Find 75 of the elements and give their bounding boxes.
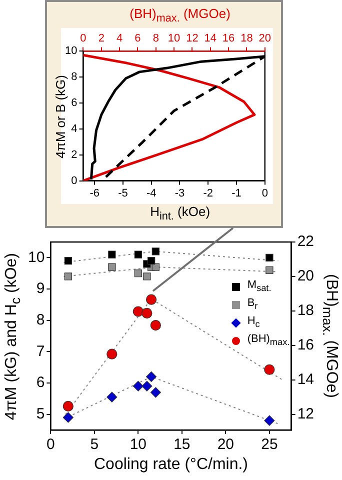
point: [152, 248, 160, 256]
point: [134, 250, 142, 258]
point: [146, 294, 157, 305]
point: [266, 254, 274, 262]
x2-tick-label: 4: [116, 32, 123, 45]
legend-label: (BH)$_{max.}$: [247, 332, 290, 350]
point: [264, 364, 275, 375]
y2-tick-label: 22: [297, 233, 314, 250]
point: [132, 380, 144, 392]
y-tick-label: 6: [36, 374, 45, 392]
point: [64, 256, 72, 265]
x2-axis-title: (BH)$_{max.}$ (MGOe): [130, 6, 230, 25]
point: [150, 387, 161, 398]
point: [150, 320, 161, 331]
point: [264, 415, 275, 426]
y-tick-label: 4: [71, 122, 78, 135]
y-tick-label: 7: [36, 342, 45, 360]
x-tick-label: 20: [217, 436, 234, 454]
point: [108, 263, 116, 271]
point: [146, 371, 157, 382]
y-tick-label: 2: [71, 148, 78, 161]
x-tick-label: -5: [118, 187, 128, 200]
x-tick-label: -6: [90, 187, 100, 200]
x2-tick-label: 20: [258, 32, 272, 45]
x-tick-label: 0: [262, 187, 268, 200]
point: [62, 412, 74, 423]
x2-tick-label: 6: [134, 32, 141, 45]
x-tick-label: 10: [130, 436, 147, 454]
y-tick-label: 0: [71, 174, 78, 187]
point: [62, 400, 74, 412]
point: [106, 392, 118, 402]
y-tick-label: 8: [71, 71, 78, 84]
x2-tick-label: 10: [168, 32, 180, 45]
x-tick-label: 25: [261, 436, 278, 454]
y2-tick-label: 12: [297, 406, 314, 423]
x-tick-label: -1: [232, 187, 242, 200]
y2-tick-label: 16: [297, 336, 314, 354]
point: [134, 270, 142, 278]
x-tick-label: 5: [90, 436, 99, 454]
x2-tick-label: 0: [80, 32, 86, 45]
point: [147, 256, 156, 265]
x2-tick-label: 18: [240, 32, 253, 45]
x-axis-title: Cooling rate (°C/min.): [94, 456, 248, 474]
legend-label: B$_{r}$: [247, 296, 258, 313]
y-tick-label: 6: [71, 97, 78, 110]
point: [106, 348, 118, 360]
point: [143, 272, 151, 280]
x2-tick-label: 2: [98, 32, 104, 45]
x2-tick-label: 16: [222, 32, 235, 45]
x-tick-label: -2: [203, 187, 214, 200]
y-tick-label: 10: [64, 45, 78, 58]
y-tick-label: 5: [36, 405, 45, 422]
y-tick-label: 9: [36, 280, 45, 298]
x-axis-title: H$_{int.}$ (kOe): [150, 204, 210, 223]
y2-tick-label: 20: [297, 268, 314, 285]
x-tick-label: 15: [174, 436, 190, 454]
point: [64, 272, 72, 280]
point: [132, 306, 144, 317]
point: [142, 308, 152, 319]
x-tick-label: -4: [146, 187, 156, 200]
y2-tick-label: 14: [297, 371, 314, 388]
point: [266, 266, 274, 274]
x2-tick-label: 8: [152, 32, 159, 45]
point: [142, 380, 152, 392]
legend-label: H$_{c}$: [247, 314, 260, 332]
x2-tick-label: 12: [186, 32, 198, 45]
point: [108, 250, 116, 258]
y2-tick-label: 18: [297, 302, 314, 320]
y-axis-title: 4πM or B (kG): [53, 74, 68, 158]
x2-tick-label: 14: [204, 32, 217, 45]
x-tick-label: -3: [174, 187, 185, 200]
legend-label: M$_{sat.}$: [247, 278, 272, 295]
point: [152, 263, 160, 271]
y-tick-label: 8: [36, 311, 45, 328]
y-tick-label: 10: [28, 248, 45, 266]
